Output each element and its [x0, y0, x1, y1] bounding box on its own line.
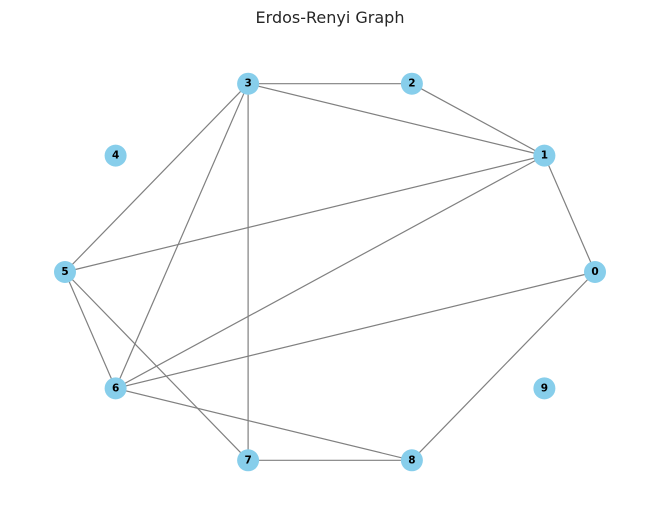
node-circle: [54, 261, 76, 283]
node-4: 4: [104, 144, 127, 167]
edge-5-6: [64, 271, 117, 389]
edge-0-6: [115, 271, 596, 389]
node-circle: [400, 72, 423, 95]
node-5: 5: [54, 261, 76, 283]
node-circle: [237, 72, 260, 95]
edge-0-8: [411, 271, 596, 461]
node-6: 6: [104, 377, 127, 400]
node-label: 4: [112, 150, 119, 162]
node-label: 1: [541, 150, 548, 162]
node-circle: [237, 449, 260, 472]
node-1: 1: [533, 144, 556, 167]
node-8: 8: [400, 449, 423, 472]
node-9: 9: [533, 377, 556, 400]
node-circle: [104, 377, 127, 400]
edge-1-6: [115, 155, 545, 389]
node-layer: 0 1 2 3 4 5 6 7 8 9: [54, 72, 606, 472]
node-2: 2: [400, 72, 423, 95]
node-label: 7: [244, 454, 251, 466]
node-circle: [533, 377, 556, 400]
edge-1-5: [64, 155, 545, 273]
edge-5-7: [64, 271, 249, 461]
edge-layer: [64, 83, 596, 461]
edge-3-6: [115, 83, 249, 389]
node-label: 0: [591, 266, 598, 278]
node-circle: [533, 144, 556, 167]
node-label: 2: [408, 78, 415, 90]
node-0: 0: [584, 261, 606, 283]
edge-0-1: [543, 155, 596, 273]
graph-title: Erdos-Renyi Graph: [255, 8, 405, 27]
node-label: 5: [61, 266, 68, 278]
edge-1-3: [247, 83, 545, 157]
edge-6-8: [115, 387, 413, 461]
node-label: 8: [408, 454, 415, 466]
node-circle: [584, 261, 606, 283]
edge-1-2: [411, 83, 545, 157]
node-label: 3: [244, 78, 251, 90]
node-3: 3: [237, 72, 260, 95]
node-circle: [400, 449, 423, 472]
node-7: 7: [237, 449, 260, 472]
node-label: 9: [541, 382, 548, 394]
node-circle: [104, 144, 127, 167]
node-label: 6: [112, 382, 119, 394]
edge-3-5: [64, 83, 249, 273]
